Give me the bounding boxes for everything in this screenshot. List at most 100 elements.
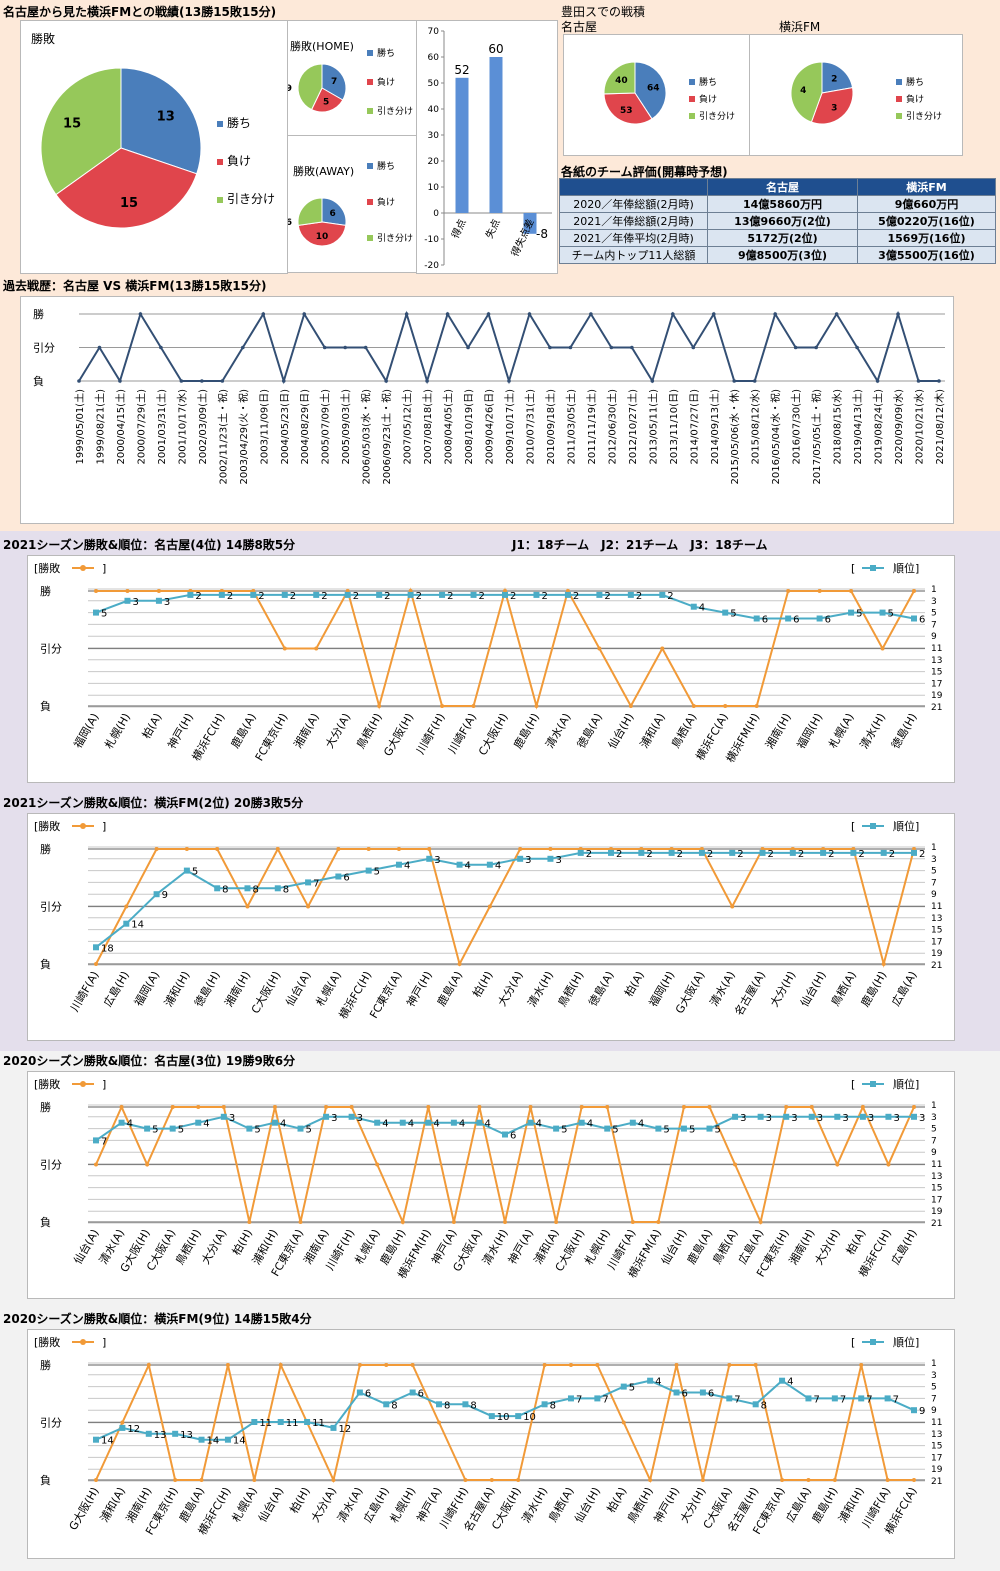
rank-point bbox=[779, 1377, 786, 1384]
x-tick-label: 仙台(A) bbox=[255, 1485, 286, 1525]
rank-point bbox=[831, 1395, 838, 1402]
y-axis-label: 勝 bbox=[40, 1100, 51, 1114]
result-point bbox=[605, 1105, 610, 1109]
rank-data-label: 3 bbox=[766, 1113, 772, 1124]
rank-point bbox=[732, 1113, 739, 1120]
rank-data-label: 7 bbox=[840, 1394, 846, 1405]
rank-tick-label: 13 bbox=[931, 1430, 942, 1440]
result-point bbox=[306, 904, 311, 909]
yokohama-value: 9億660万円 bbox=[857, 195, 996, 213]
rank-tick-label: 7 bbox=[931, 878, 937, 888]
legend-label-draw: 引き分け bbox=[377, 106, 413, 117]
goals-bar-panel: 70 60 50 40 30 20 10 0 -10 -20 52 得点 60 失点 -8 得失点差 bbox=[416, 20, 558, 274]
result-point bbox=[542, 1363, 547, 1367]
rank-tick-label: 9 bbox=[931, 632, 937, 642]
rank-point bbox=[647, 1377, 654, 1384]
rank-tick-label: 17 bbox=[931, 937, 942, 947]
x-tick-label: 2009/04/26(日) bbox=[485, 389, 496, 465]
rank-point bbox=[911, 849, 917, 856]
rank-data-label: 2 bbox=[510, 591, 516, 602]
rank-point bbox=[356, 1389, 363, 1396]
legend-swatch-lose bbox=[896, 96, 902, 102]
history-point bbox=[241, 345, 245, 350]
rank-data-label: 5 bbox=[178, 1125, 184, 1136]
rank-tick-label: 7 bbox=[931, 620, 937, 630]
rank-data-label: 7 bbox=[313, 878, 319, 889]
history-point bbox=[200, 379, 204, 383]
rank-point bbox=[344, 591, 351, 598]
y-axis-label: 引分 bbox=[40, 900, 62, 914]
result-point bbox=[730, 904, 735, 909]
rank-data-label: 2 bbox=[586, 849, 592, 860]
rank-data-label: 2 bbox=[321, 591, 327, 602]
result-point bbox=[298, 1220, 303, 1224]
result-line bbox=[95, 846, 915, 968]
result-point bbox=[691, 704, 696, 708]
rank-tick-label: 15 bbox=[931, 668, 942, 678]
rank-tick-label: 1 bbox=[931, 1359, 937, 1369]
result-point bbox=[886, 1162, 891, 1167]
x-tick-label: 川崎F(A) bbox=[445, 711, 479, 756]
season-2021-nagoya-panel: 1 3 5 7 9 11 13 15 17 19 21 勝引分負 [勝敗][順位] 5 3 3 2 2 2 2 2 2 2 2… bbox=[27, 555, 955, 783]
rank-data-label: 14 bbox=[101, 1436, 114, 1447]
result-point bbox=[377, 704, 382, 708]
pie-total-title: 勝敗 bbox=[31, 32, 56, 46]
x-tick-label: 清水(A) bbox=[543, 711, 573, 751]
result-point bbox=[518, 847, 523, 851]
history-point bbox=[281, 379, 286, 383]
rank-data-label: 4 bbox=[484, 1119, 490, 1130]
x-tick-label: 湘南(H) bbox=[762, 711, 794, 752]
pie-slice-draw bbox=[603, 61, 636, 95]
result-point bbox=[440, 704, 445, 708]
result-point bbox=[396, 847, 401, 851]
legend-swatch-draw bbox=[689, 113, 695, 119]
y-tick-label: 20 bbox=[428, 157, 440, 167]
row-label: 2021／年俸平均(2月時) bbox=[559, 229, 708, 247]
x-tick-label: 2004/08/29(日) bbox=[300, 389, 311, 465]
rank-data-label: 6 bbox=[793, 615, 799, 626]
rank-data-label: 3 bbox=[229, 1113, 235, 1124]
history-point bbox=[691, 345, 696, 350]
rank-data-label: 8 bbox=[252, 884, 258, 895]
rank-point bbox=[911, 1113, 917, 1120]
x-tick-label: 川崎F(H) bbox=[413, 711, 448, 757]
history-point bbox=[732, 379, 737, 383]
rank-data-label: 9 bbox=[162, 890, 168, 901]
history-point bbox=[445, 312, 450, 316]
rank-line bbox=[95, 851, 914, 949]
rank-point bbox=[93, 944, 99, 951]
result-point bbox=[754, 704, 759, 708]
legend-result-label: [勝敗 bbox=[34, 1335, 60, 1349]
rank-data-label: 2 bbox=[290, 591, 296, 602]
x-tick-label: 仙台(H) bbox=[605, 711, 637, 752]
rank-point bbox=[488, 1413, 495, 1420]
pie-label-draw: 40 bbox=[615, 76, 628, 86]
goal-value-label: -8 bbox=[536, 227, 548, 241]
y-tick-label: 30 bbox=[428, 131, 440, 141]
rank-point bbox=[145, 1430, 152, 1437]
rank-data-label: 7 bbox=[893, 1394, 899, 1405]
y-axis-label: 引分 bbox=[40, 1416, 62, 1430]
result-point bbox=[554, 1220, 559, 1224]
rank-point bbox=[323, 1113, 330, 1120]
x-tick-label: G大阪(A) bbox=[672, 969, 707, 1016]
history-title: 過去戦歴：名古屋 VS 横浜FM(13勝15敗15分) bbox=[3, 279, 267, 293]
x-tick-label: 鳥栖(H) bbox=[555, 969, 587, 1010]
history-point bbox=[752, 379, 757, 383]
pie-slice-win bbox=[321, 197, 347, 226]
x-tick-label: 鳥栖(A) bbox=[828, 969, 859, 1009]
x-tick-label: 2013/05/11(土) bbox=[646, 389, 659, 465]
rank-data-label: 4 bbox=[638, 1119, 644, 1130]
goal-category-label: 得点 bbox=[449, 217, 468, 240]
x-tick-label: 2001/03/31(土) bbox=[155, 389, 168, 465]
rank-tick-label: 7 bbox=[931, 1394, 937, 1404]
evaluation-header-row: 名古屋 横浜FM bbox=[559, 178, 996, 196]
x-tick-label: 柏(A) bbox=[621, 969, 647, 999]
history-point bbox=[916, 379, 921, 383]
rank-point bbox=[395, 861, 402, 868]
rank-point bbox=[250, 591, 257, 598]
result-point bbox=[94, 589, 98, 593]
x-tick-label: 鳥栖(A) bbox=[668, 711, 699, 751]
rank-point bbox=[759, 849, 766, 856]
